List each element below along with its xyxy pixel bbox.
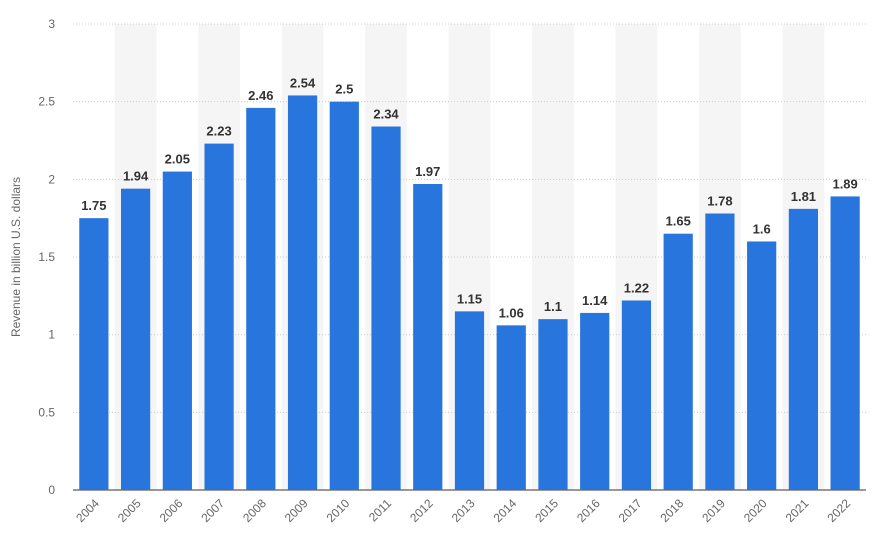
x-tick-label: 2014 xyxy=(491,496,520,525)
y-tick-label: 2 xyxy=(48,172,55,186)
bar xyxy=(830,196,860,491)
value-label: 1.94 xyxy=(123,169,149,184)
bar xyxy=(413,183,443,490)
x-tick-label: 2011 xyxy=(366,496,394,524)
bar xyxy=(580,312,610,490)
x-tick-label: 2015 xyxy=(532,496,561,525)
value-label: 1.1 xyxy=(544,299,562,314)
x-tick-label: 2018 xyxy=(658,496,687,525)
bar xyxy=(663,233,693,490)
value-label: 2.23 xyxy=(206,124,231,139)
x-tick-label: 2010 xyxy=(324,496,353,525)
value-label: 1.89 xyxy=(832,176,857,191)
bar xyxy=(621,300,652,490)
value-label: 2.5 xyxy=(335,82,353,97)
y-tick-label: 3 xyxy=(48,17,55,31)
value-label: 1.06 xyxy=(499,305,524,320)
x-tick-label: 2012 xyxy=(407,496,436,525)
x-tick-label: 2005 xyxy=(115,496,144,525)
value-label: 1.14 xyxy=(582,293,608,308)
value-label: 2.54 xyxy=(290,75,316,90)
value-label: 2.34 xyxy=(373,107,399,122)
bar xyxy=(747,241,777,490)
y-axis-title: Revenue in billion U.S. dollars xyxy=(9,177,23,337)
bar xyxy=(79,218,109,490)
x-tick-label: 2019 xyxy=(699,496,728,525)
bar xyxy=(454,311,485,490)
x-tick-label: 2017 xyxy=(616,496,645,525)
y-tick-label: 0.5 xyxy=(38,405,55,419)
x-tick-label: 2006 xyxy=(157,496,186,525)
bar xyxy=(496,325,526,490)
value-label: 1.22 xyxy=(624,280,649,295)
bar xyxy=(371,126,401,491)
bar xyxy=(538,319,568,490)
x-tick-label: 2004 xyxy=(73,496,102,525)
x-tick-label: 2009 xyxy=(282,496,311,525)
x-tick-label: 2020 xyxy=(741,496,770,525)
value-label: 1.65 xyxy=(666,214,691,229)
x-tick-label: 2022 xyxy=(824,496,853,525)
bar xyxy=(204,143,234,490)
bar xyxy=(287,95,318,490)
value-label: 1.78 xyxy=(707,194,732,209)
bar xyxy=(329,101,359,491)
value-label: 1.81 xyxy=(791,189,816,204)
bar xyxy=(788,208,819,490)
y-tick-label: 0 xyxy=(48,483,55,497)
y-tick-label: 1 xyxy=(48,328,55,342)
bar xyxy=(120,188,151,491)
y-tick-label: 1.5 xyxy=(38,250,55,264)
value-label: 1.6 xyxy=(753,221,771,236)
value-label: 1.75 xyxy=(81,198,106,213)
x-tick-label: 2007 xyxy=(198,496,227,525)
x-tick-label: 2016 xyxy=(574,496,603,525)
bar xyxy=(246,107,276,490)
x-tick-label: 2021 xyxy=(783,496,812,525)
value-label: 2.46 xyxy=(248,88,273,103)
bar xyxy=(705,213,735,491)
value-label: 2.05 xyxy=(165,152,190,167)
x-tick-label: 2008 xyxy=(240,496,269,525)
bar xyxy=(162,171,192,491)
value-label: 1.97 xyxy=(415,164,440,179)
value-label: 1.15 xyxy=(457,291,482,306)
x-tick-label: 2013 xyxy=(449,496,478,525)
y-tick-label: 2.5 xyxy=(38,95,55,109)
